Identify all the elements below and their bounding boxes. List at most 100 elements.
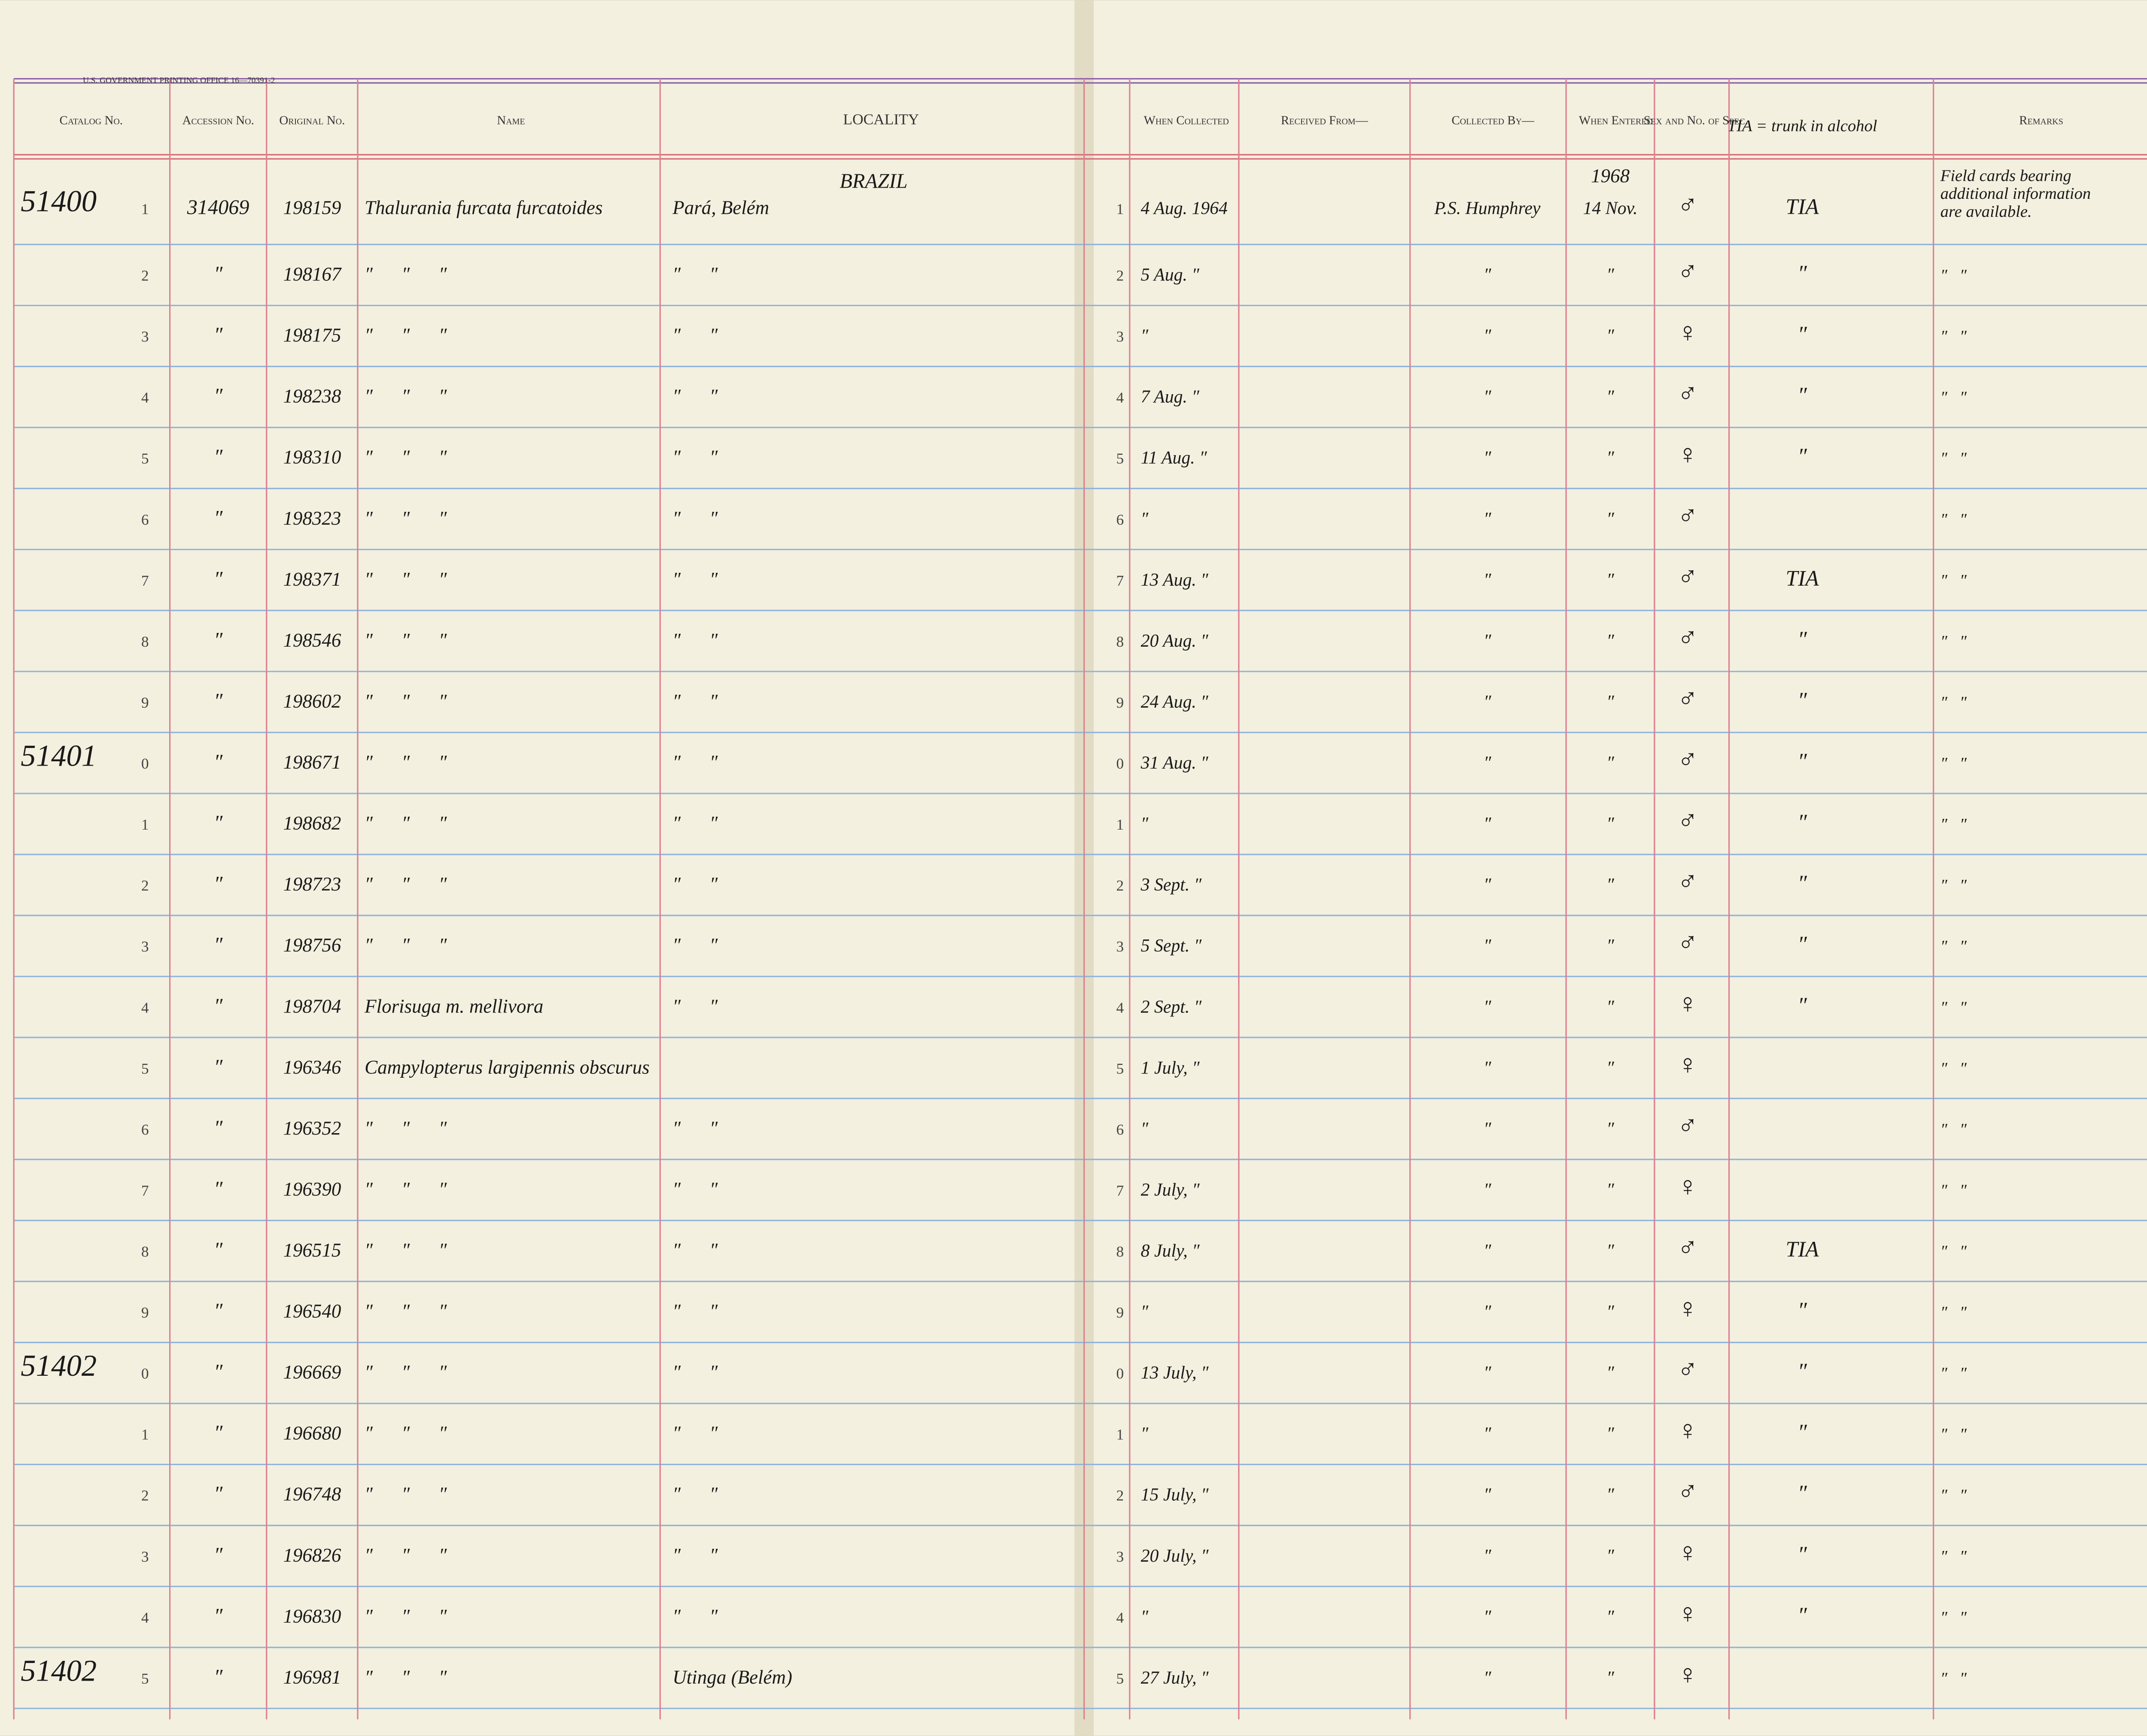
line-no: 9 [1116, 694, 1124, 711]
locality: ″ ″ [672, 325, 718, 346]
locality: ″ ″ [672, 690, 718, 712]
collected-by: ″ [1484, 936, 1491, 956]
locality: ″ ″ [672, 1484, 718, 1505]
accession-no: ″ [214, 629, 223, 651]
name: Florisuga m. mellivora [364, 995, 543, 1017]
line-no: 3 [1116, 1548, 1124, 1565]
line-no: 7 [141, 572, 149, 589]
accession-no: ″ [214, 1483, 223, 1505]
original-no: 196830 [283, 1605, 341, 1627]
when-entered: ″ [1606, 1180, 1614, 1200]
remarks: ″ ″ [1940, 693, 1967, 711]
collected-by: ″ [1484, 997, 1491, 1017]
column-header: Catalog No. [60, 114, 123, 128]
accession-no: ″ [214, 812, 223, 834]
locality: ″ ″ [672, 812, 718, 834]
original-no: 198159 [283, 197, 341, 219]
original-no: 198704 [283, 995, 341, 1017]
name: ″ ″ ″ [365, 1544, 447, 1566]
line-no: 5 [1116, 1060, 1124, 1077]
original-no: 198682 [283, 812, 341, 834]
locality: ″ ″ [672, 629, 718, 651]
collected-by: ″ [1484, 1546, 1491, 1566]
line-no: 8 [141, 633, 149, 650]
collected-by: P.S. Humphrey [1434, 199, 1541, 219]
name: ″ ″ ″ [365, 325, 447, 346]
collected-by: ″ [1484, 265, 1491, 285]
when-entered: ″ [1606, 1119, 1614, 1139]
remarks: ″ ″ [1940, 754, 1967, 772]
remarks: ″ ″ [1940, 1120, 1967, 1138]
sex: ♀ [1677, 1537, 1698, 1568]
locality: ″ ″ [672, 873, 718, 895]
remarks: ″ ″ [1940, 389, 1967, 407]
collected-by: ″ [1484, 631, 1491, 651]
column-header: TIA = trunk in alcohol [1727, 117, 1877, 135]
locality: Pará, Belém [672, 197, 769, 219]
collected-by: ″ [1484, 753, 1491, 773]
collected-by: ″ [1484, 692, 1491, 712]
remarks: ″ ″ [1940, 1059, 1967, 1077]
when-entered: ″ [1606, 509, 1614, 529]
when-collected: 13 Aug. ″ [1141, 570, 1209, 590]
when-entered: ″ [1606, 1485, 1614, 1505]
tia: ″ [1797, 627, 1807, 652]
sex: ♂ [1677, 500, 1698, 531]
tia: ″ [1797, 383, 1807, 408]
collected-by: ″ [1484, 1668, 1491, 1688]
remarks: ″ ″ [1940, 1181, 1967, 1199]
collected-by: ″ [1484, 1241, 1491, 1261]
line-no: 8 [141, 1243, 149, 1260]
accession-no: ″ [214, 873, 223, 895]
when-collected: 11 Aug. ″ [1141, 448, 1207, 468]
column-header: LOCALITY [843, 111, 919, 128]
accession-no: ″ [214, 507, 223, 529]
when-entered: ″ [1606, 265, 1614, 285]
year: 1968 [1591, 165, 1630, 187]
accession-no: ″ [214, 1300, 223, 1323]
collected-by: ″ [1484, 875, 1491, 895]
remarks: ″ ″ [1940, 1426, 1967, 1444]
accession-no: ″ [214, 1422, 223, 1444]
sex: ♂ [1677, 256, 1698, 287]
sex: ♀ [1677, 439, 1698, 470]
when-collected: 8 July, ″ [1141, 1241, 1200, 1261]
sex: ♂ [1677, 190, 1698, 220]
sex: ♂ [1677, 622, 1698, 653]
line-no: 0 [141, 755, 149, 772]
line-no: 3 [1116, 938, 1124, 955]
line-no: 5 [1116, 450, 1124, 467]
when-entered: ″ [1606, 570, 1614, 590]
original-no: 198238 [283, 386, 341, 407]
catalog-no: 51402 [21, 1654, 97, 1687]
sex: ♀ [1677, 1171, 1698, 1201]
line-no: 0 [141, 1365, 149, 1382]
remarks: ″ ″ [1940, 267, 1967, 285]
column-header: When Collected [1144, 114, 1229, 128]
when-collected: 5 Sept. ″ [1141, 936, 1202, 956]
sex: ♂ [1677, 744, 1698, 775]
original-no: 196680 [283, 1423, 341, 1444]
locality: ″ ″ [672, 386, 718, 407]
when-collected: 31 Aug. ″ [1140, 753, 1209, 773]
remarks: are available. [1940, 203, 2032, 221]
original-no: 196390 [283, 1178, 341, 1200]
when-collected: 20 Aug. ″ [1141, 631, 1209, 651]
tia: TIA [1786, 566, 1819, 591]
name: ″ ″ ″ [365, 1117, 447, 1139]
locality: ″ ″ [672, 447, 718, 468]
name: ″ ″ ″ [365, 1666, 447, 1688]
when-collected: 20 July, ″ [1141, 1546, 1209, 1566]
sex: ♀ [1677, 1415, 1698, 1446]
rows: Catalog No. Accession No. Original No. Name… [21, 111, 2091, 1690]
when-entered: ″ [1606, 814, 1614, 834]
original-no: 198167 [283, 264, 342, 285]
original-no: 198546 [283, 629, 341, 651]
sex: ♂ [1677, 1476, 1698, 1507]
sex: ♂ [1677, 866, 1698, 897]
original-no: 198310 [283, 447, 341, 468]
column-header: Collected By— [1451, 114, 1535, 128]
remarks: ″ ″ [1940, 876, 1967, 894]
